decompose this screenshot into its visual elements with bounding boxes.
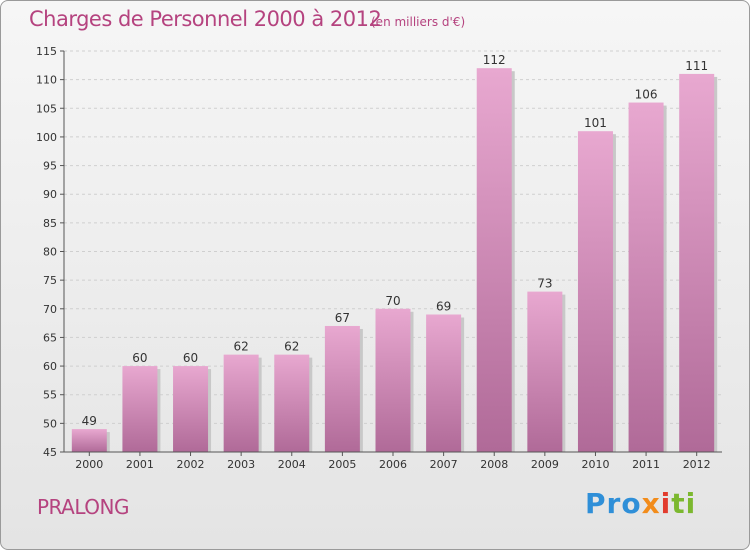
bar [426, 314, 462, 452]
value-label: 49 [82, 414, 97, 428]
value-label: 111 [685, 59, 708, 73]
y-tick-label: 55 [43, 389, 57, 402]
logo-part: i [660, 487, 672, 520]
value-label: 69 [436, 300, 451, 314]
x-tick-label: 2010 [581, 458, 609, 471]
y-tick-label: 80 [43, 246, 57, 259]
x-tick-label: 2002 [177, 458, 205, 471]
x-axis-ticks: 2000 2001 2002 2003 2004 2005 2006 2007 2008 2009… [75, 452, 711, 471]
value-label: 70 [385, 294, 400, 308]
value-label: 73 [537, 277, 552, 291]
logo-part: x [641, 487, 661, 520]
bar [71, 429, 107, 452]
x-tick-label: 2000 [75, 458, 103, 471]
y-tick-label: 110 [36, 74, 57, 87]
bar [375, 308, 411, 452]
value-labels: 49 60 60 62 62 67 70 69 112 73 101 106 111 [82, 53, 708, 428]
x-tick-label: 2011 [632, 458, 660, 471]
y-tick-label: 50 [43, 417, 57, 430]
y-tick-label: 90 [43, 188, 57, 201]
x-tick-label: 2012 [683, 458, 711, 471]
y-tick-label: 105 [36, 102, 57, 115]
bar [324, 325, 360, 452]
value-label: 101 [584, 116, 607, 130]
bar [173, 366, 209, 452]
bar [679, 73, 715, 453]
y-tick-label: 100 [36, 131, 57, 144]
x-tick-label: 2009 [531, 458, 559, 471]
y-tick-label: 65 [43, 331, 57, 344]
bar [223, 354, 259, 452]
x-tick-label: 2007 [430, 458, 458, 471]
y-tick-label: 95 [43, 160, 57, 173]
bar [274, 354, 310, 452]
y-tick-label: 45 [43, 446, 57, 459]
bars [71, 68, 718, 453]
x-tick-label: 2004 [278, 458, 306, 471]
value-label: 112 [483, 53, 506, 67]
x-tick-label: 2001 [126, 458, 154, 471]
y-tick-label: 60 [43, 360, 57, 373]
x-tick-label: 2003 [227, 458, 255, 471]
value-label: 106 [635, 88, 658, 102]
x-tick-label: 2006 [379, 458, 407, 471]
logo-part: ti [671, 487, 697, 520]
y-tick-label: 75 [43, 274, 57, 287]
bar [476, 68, 512, 452]
commune-name: PRALONG [37, 495, 129, 519]
proxiti-logo[interactable]: Proxiti [585, 487, 696, 520]
x-tick-label: 2008 [480, 458, 508, 471]
bar [577, 131, 613, 452]
value-label: 62 [284, 340, 299, 354]
x-tick-label: 2005 [328, 458, 356, 471]
value-label: 62 [234, 340, 249, 354]
y-tick-label: 115 [36, 45, 57, 58]
y-axis-ticks: 45 50 55 60 65 70 75 80 85 90 95 100 105 110 115 [36, 45, 64, 459]
logo-part: Pro [585, 487, 642, 520]
value-label: 60 [183, 351, 198, 365]
value-label: 67 [335, 311, 350, 325]
chart-title: Charges de Personnel 2000 à 2012 [29, 7, 382, 31]
y-tick-label: 85 [43, 217, 57, 230]
y-tick-label: 70 [43, 303, 57, 316]
bar [628, 102, 664, 453]
value-label: 60 [132, 351, 147, 365]
bar [527, 291, 563, 452]
bar [122, 366, 158, 452]
chart-subtitle: (en milliers d'€) [371, 15, 466, 29]
